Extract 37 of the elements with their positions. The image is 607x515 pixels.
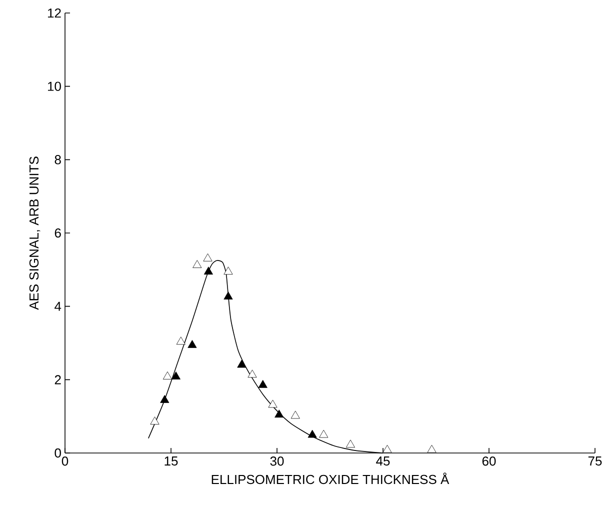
point: [319, 430, 328, 438]
x-tick-label: 75: [588, 456, 602, 466]
y-tick-label: 2: [54, 375, 61, 384]
y-tick-label: 0: [54, 448, 61, 458]
point: [224, 266, 233, 275]
x-tick-label: 15: [164, 456, 178, 466]
point: [176, 336, 186, 345]
y-axis-title: AES SIGNAL, ARB UNITS: [29, 156, 40, 310]
x-axis-title: ELLIPSOMETRIC OXIDE THICKNESS Å: [212, 472, 450, 484]
x-tick-label: 0: [62, 456, 68, 466]
point: [268, 400, 278, 408]
point: [427, 444, 436, 453]
point: [290, 410, 300, 419]
y-tick-label: 6: [54, 228, 61, 238]
y-tick-label: 12: [48, 8, 61, 18]
point: [237, 360, 246, 368]
point: [258, 380, 268, 388]
point: [204, 266, 213, 275]
point: [150, 416, 160, 425]
point: [192, 260, 202, 268]
x-tick-label: 30: [270, 456, 284, 466]
point: [274, 410, 284, 418]
y-tick-label: 10: [48, 82, 61, 91]
point: [171, 372, 180, 380]
x-tick-label: 60: [482, 456, 496, 466]
point: [162, 372, 172, 380]
point: [188, 340, 197, 348]
x-tick-label: 45: [376, 456, 390, 466]
point: [346, 440, 356, 448]
point: [382, 444, 392, 453]
y-tick-label: 4: [54, 302, 62, 311]
point: [160, 395, 170, 403]
point: [248, 370, 257, 378]
point: [308, 430, 317, 438]
point: [203, 253, 212, 262]
y-tick-label: 8: [54, 155, 61, 164]
point: [224, 292, 233, 300]
